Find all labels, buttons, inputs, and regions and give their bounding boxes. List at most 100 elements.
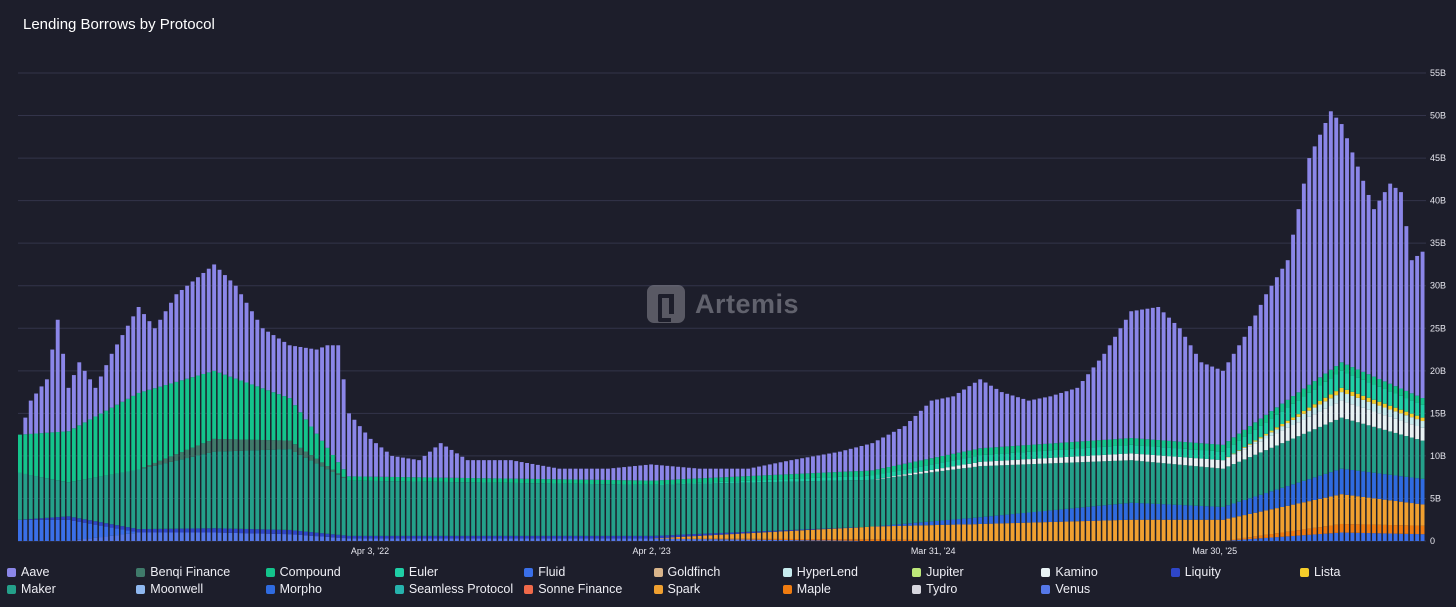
bar-segment-maple: [1312, 527, 1317, 535]
legend-item-goldfinch[interactable]: Goldfinch: [653, 564, 720, 580]
bar-stack: [951, 396, 956, 542]
bar-segment-venus: [827, 540, 832, 541]
bar-segment-kamino: [1215, 459, 1220, 469]
bar-segment-maple: [773, 538, 778, 540]
bar-segment-liquity: [179, 528, 184, 533]
bar-segment-fluid: [1361, 532, 1366, 541]
legend-item-euler[interactable]: Euler: [394, 564, 438, 580]
bar-segment-maker: [233, 450, 238, 529]
bar-segment-aave: [417, 460, 422, 478]
bar-segment-maker: [972, 466, 977, 518]
bar-segment-aave: [1118, 328, 1123, 439]
bar-segment-aave: [568, 468, 573, 480]
legend-label: Liquity: [1184, 565, 1221, 579]
legend-item-sonne-finance[interactable]: Sonne Finance: [524, 581, 622, 597]
bar-segment-aave: [28, 400, 33, 434]
bar-segment-aave: [481, 460, 486, 479]
bar-stack: [897, 428, 902, 541]
legend-item-hyperlend[interactable]: HyperLend: [782, 564, 858, 580]
bar-segment-maker: [50, 479, 55, 518]
bar-segment-maple: [848, 539, 853, 541]
legend-item-morpho[interactable]: Morpho: [265, 581, 322, 597]
legend-item-maple[interactable]: Maple: [782, 581, 831, 597]
bar-stack: [352, 419, 357, 541]
bar-segment-compound: [627, 480, 632, 485]
bar-segment-euler: [1377, 386, 1382, 402]
legend-item-jupiter[interactable]: Jupiter: [912, 564, 964, 580]
bar-segment-euler: [730, 481, 734, 483]
bar-segment-lista: [1312, 404, 1317, 408]
bar-segment-venus: [98, 537, 103, 541]
bar-segment-maker: [163, 463, 168, 529]
bar-segment-spark: [1010, 523, 1015, 541]
bar-segment-euler: [1231, 444, 1236, 454]
y-tick-label: 5B: [1430, 493, 1441, 503]
bar-segment-compound: [1291, 396, 1296, 404]
bar-segment-euler: [1328, 378, 1333, 395]
bar-segment-aave: [735, 468, 740, 477]
legend-item-seamless-protocol[interactable]: Seamless Protocol: [394, 581, 513, 597]
legend-item-venus[interactable]: Venus: [1041, 581, 1090, 597]
legend-item-fluid[interactable]: Fluid: [524, 564, 565, 580]
bar-segment-maker: [773, 481, 778, 531]
legend-item-kamino[interactable]: Kamino: [1041, 564, 1098, 580]
bar-segment-fluid: [1382, 533, 1387, 541]
bar-segment-venus: [390, 538, 395, 541]
legend-item-benqi-finance[interactable]: Benqi Finance: [136, 564, 230, 580]
bar-stack: [1301, 183, 1306, 541]
bar-segment-aave: [978, 379, 983, 449]
bar-segment-spark: [1140, 519, 1144, 541]
bar-segment-morpho: [1377, 473, 1382, 499]
legend-item-aave[interactable]: Aave: [7, 564, 50, 580]
legend-item-spark[interactable]: Spark: [653, 581, 700, 597]
legend-item-moonwell[interactable]: Moonwell: [136, 581, 203, 597]
bar-segment-morpho: [1118, 503, 1123, 521]
legend-item-lista[interactable]: Lista: [1300, 564, 1340, 580]
bar-segment-fluid: [1264, 537, 1269, 541]
bar-segment-lista: [1291, 417, 1296, 420]
bar-segment-compound: [800, 473, 805, 479]
legend-swatch: [1170, 567, 1180, 577]
bar-segment-spark: [1318, 498, 1322, 528]
bar-segment-maker: [228, 451, 233, 529]
bar-segment-aave: [1172, 322, 1177, 442]
bar-segment-lista: [1328, 394, 1333, 399]
bar-segment-liquity: [325, 533, 330, 537]
bar-segment-maker: [1382, 429, 1387, 475]
bar-segment-compound: [363, 476, 368, 481]
bar-segment-spark: [1366, 497, 1371, 525]
bar-segment-liquity: [492, 535, 497, 539]
bar-segment-liquity: [454, 535, 459, 539]
bar-stack: [471, 460, 476, 541]
bar-segment-compound: [1296, 392, 1301, 401]
bar-segment-maker: [471, 482, 476, 536]
bar-segment-morpho: [1345, 469, 1349, 495]
legend-item-compound[interactable]: Compound: [265, 564, 341, 580]
bar-segment-spark: [1264, 510, 1269, 535]
bar-segment-maker: [120, 472, 125, 527]
legend-item-maker[interactable]: Maker: [7, 581, 56, 597]
bar-segment-morpho: [1129, 502, 1134, 520]
bar-segment-morpho: [1301, 480, 1306, 503]
bar-segment-aave: [179, 289, 184, 381]
bar-segment-venus: [848, 540, 853, 542]
bar-segment-aave: [811, 456, 815, 474]
bar-segment-maker: [1237, 461, 1242, 502]
bar-stack: [719, 468, 724, 541]
bar-segment-compound: [568, 479, 573, 484]
bar-segment-kamino: [1301, 419, 1306, 434]
legend-item-liquity[interactable]: Liquity: [1170, 564, 1221, 580]
bar-stack: [1355, 166, 1360, 541]
bar-segment-kamino: [1393, 418, 1398, 433]
bar-segment-venus: [579, 538, 583, 541]
bar-segment-compound: [773, 474, 778, 480]
bar-segment-venus: [314, 536, 319, 541]
legend-label: Sonne Finance: [538, 582, 623, 596]
bar-stack: [104, 365, 109, 541]
bar-stack: [1075, 387, 1080, 541]
bar-segment-liquity: [465, 535, 470, 539]
bar-segment-morpho: [1026, 512, 1031, 523]
bar-segment-euler: [1269, 418, 1274, 431]
legend-item-tydro[interactable]: Tydro: [912, 581, 957, 597]
bar-segment-aave: [929, 400, 934, 459]
